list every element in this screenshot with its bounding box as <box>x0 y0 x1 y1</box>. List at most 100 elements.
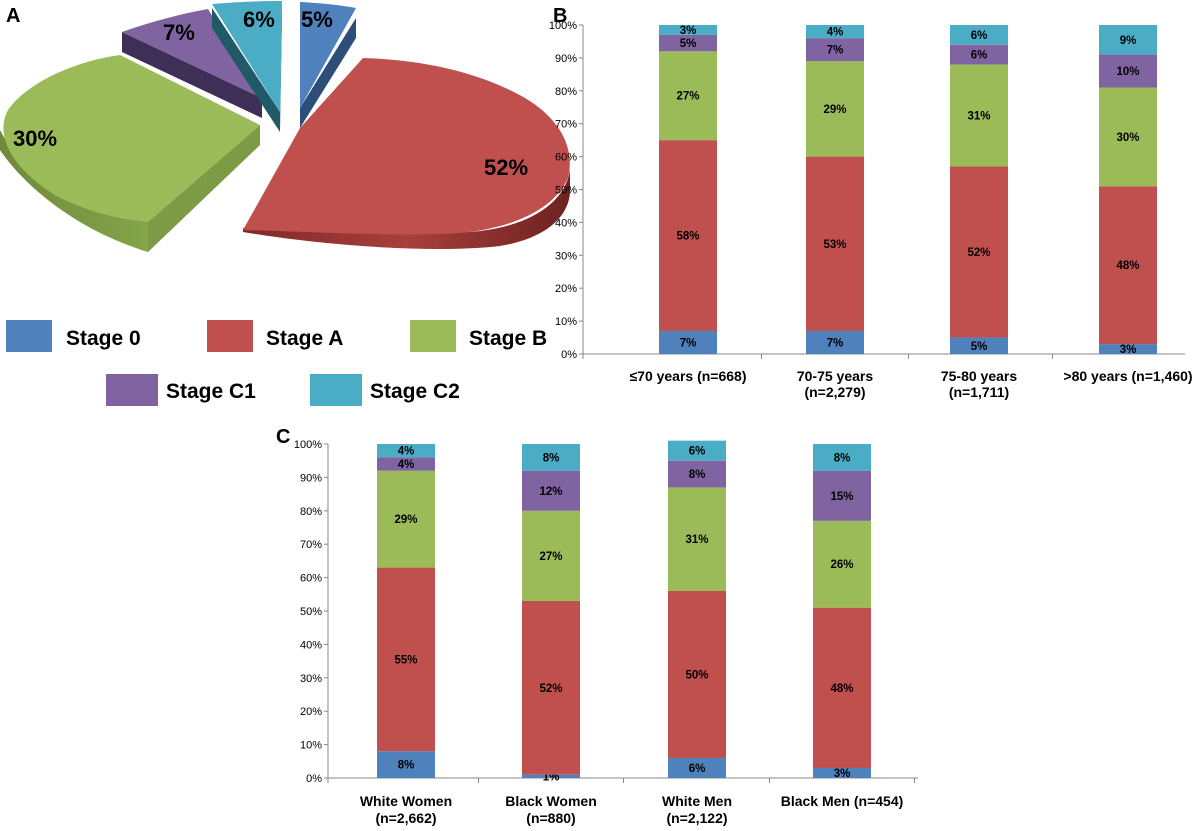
y-tick-label: 100% <box>549 20 577 32</box>
bar-data-label: 48% <box>1116 260 1139 272</box>
pie-chart: 5% 52% 30% 7% 6% <box>0 1 570 252</box>
pie-slice-stage-c1 <box>122 9 262 98</box>
bar-data-label: 4% <box>398 446 415 458</box>
bar-segment-stage-c2 <box>659 25 717 35</box>
bar-segment-stage-0 <box>813 767 871 778</box>
y-tick-label: 30% <box>555 250 577 262</box>
y-tick-label: 40% <box>300 639 322 651</box>
bar-data-label: 5% <box>971 341 988 353</box>
bar-data-label: 8% <box>834 452 851 464</box>
x-category-label: (n=2,662) <box>375 810 436 826</box>
bar-segment-stage-a <box>806 156 864 331</box>
panel-label-c: C <box>276 426 290 448</box>
bar-data-label: 48% <box>830 683 853 695</box>
pie-label-stage-c2: 6% <box>243 7 275 32</box>
x-category-label: White Men <box>662 793 732 809</box>
bar-segment-stage-c2 <box>1099 25 1157 55</box>
panel-label-b: B <box>553 5 567 27</box>
x-category-label: 75-80 years <box>941 368 1018 384</box>
bar-data-label: 10% <box>1116 66 1139 78</box>
x-category-label: 70-75 years <box>797 368 874 384</box>
y-tick-label: 50% <box>555 185 577 197</box>
bar-data-label: 52% <box>539 683 562 695</box>
y-tick-label: 60% <box>555 152 577 164</box>
y-tick-label: 10% <box>555 316 577 328</box>
pie-slice-side-stage-0 <box>300 18 356 128</box>
bar-data-label: 8% <box>543 452 560 464</box>
bar-segment-stage-b <box>813 520 871 608</box>
y-tick-label: 90% <box>555 53 577 65</box>
bar-segment-stage-c2 <box>522 444 580 471</box>
bar-segment-stage-c1 <box>1099 54 1157 88</box>
bar-segment-stage-b <box>668 487 726 591</box>
bar-data-label: 58% <box>676 231 699 243</box>
y-tick-label: 20% <box>300 706 322 718</box>
bar-data-label: 8% <box>689 469 706 481</box>
y-tick-label: 0% <box>561 349 577 361</box>
bar-data-label: 5% <box>680 38 697 50</box>
bar-segment-stage-b <box>377 470 435 568</box>
legend-swatch-stage-0 <box>6 320 52 352</box>
bar-segment-stage-c2 <box>806 25 864 39</box>
bar-data-label: 55% <box>394 654 417 666</box>
legend-label-stage-c2: Stage C2 <box>370 380 460 403</box>
legend-swatch-stage-b <box>410 320 456 352</box>
bar-segment-stage-c1 <box>668 460 726 488</box>
legend: Stage 0 Stage A Stage B Stage C1 Stage C… <box>6 320 547 406</box>
x-category-label: (n=2,279) <box>804 384 865 400</box>
x-category-label: ≤70 years (n=668) <box>629 368 746 384</box>
bar-segment-stage-0 <box>806 330 864 354</box>
legend-label-stage-b: Stage B <box>469 327 547 350</box>
bar-data-label: 4% <box>398 459 415 471</box>
bar-data-label: 26% <box>830 559 853 571</box>
panel-label-a: A <box>6 5 20 27</box>
x-category-label: (n=2,122) <box>666 810 727 826</box>
bar-segment-stage-a <box>813 607 871 768</box>
legend-swatch-stage-a <box>207 320 253 352</box>
y-tick-label: 60% <box>300 573 322 585</box>
bar-data-label: 29% <box>823 104 846 116</box>
y-tick-label: 100% <box>294 439 322 451</box>
x-category-label: (n=1,711) <box>949 384 1009 400</box>
pie-label-stage-a: 52% <box>484 155 528 180</box>
y-tick-label: 10% <box>300 740 322 752</box>
legend-label-stage-a: Stage A <box>266 327 343 350</box>
bar-data-label: 9% <box>1120 35 1137 47</box>
bar-segment-stage-c1 <box>950 44 1008 65</box>
bar-data-label: 31% <box>967 110 990 122</box>
pie-label-stage-c1: 7% <box>163 20 195 45</box>
bar-segment-stage-0 <box>659 330 717 354</box>
bar-data-label: 6% <box>689 446 706 458</box>
bar-segment-stage-c2 <box>668 440 726 461</box>
pie-slice-front-stage-c2 <box>280 1 282 132</box>
bar-segment-stage-b <box>522 510 580 601</box>
x-category-label: >80 years (n=1,460) <box>1063 368 1192 384</box>
bar-data-label: 7% <box>827 45 844 57</box>
bar-segment-stage-0 <box>377 751 435 778</box>
bar-data-label: 27% <box>676 91 699 103</box>
bar-data-label: 27% <box>539 551 562 563</box>
pie-slice-side-stage-c2 <box>212 8 280 132</box>
bar-data-label: 30% <box>1116 132 1139 144</box>
y-tick-label: 20% <box>555 283 577 295</box>
bar-data-label: 7% <box>680 337 697 349</box>
pie-label-stage-b: 30% <box>13 126 57 151</box>
bar-data-label: 3% <box>834 768 851 780</box>
bar-segment-stage-0 <box>950 337 1008 354</box>
y-tick-label: 50% <box>300 606 322 618</box>
bar-data-label: 29% <box>394 514 417 526</box>
bar-data-label: 12% <box>539 486 562 498</box>
bar-segment-stage-b <box>950 64 1008 167</box>
y-tick-label: 0% <box>306 773 322 785</box>
pie-label-stage-0: 5% <box>301 7 333 32</box>
bar-segment-stage-a <box>668 590 726 758</box>
y-tick-label: 80% <box>300 506 322 518</box>
bar-segment-stage-c1 <box>806 38 864 62</box>
bar-segment-stage-0 <box>668 757 726 778</box>
x-category-label: Black Women <box>505 793 597 809</box>
pie-slice-side-stage-b-front <box>148 125 260 252</box>
bar-segment-stage-c1 <box>522 470 580 511</box>
bar-segment-stage-a <box>1099 186 1157 345</box>
legend-label-stage-c1: Stage C1 <box>166 380 256 403</box>
